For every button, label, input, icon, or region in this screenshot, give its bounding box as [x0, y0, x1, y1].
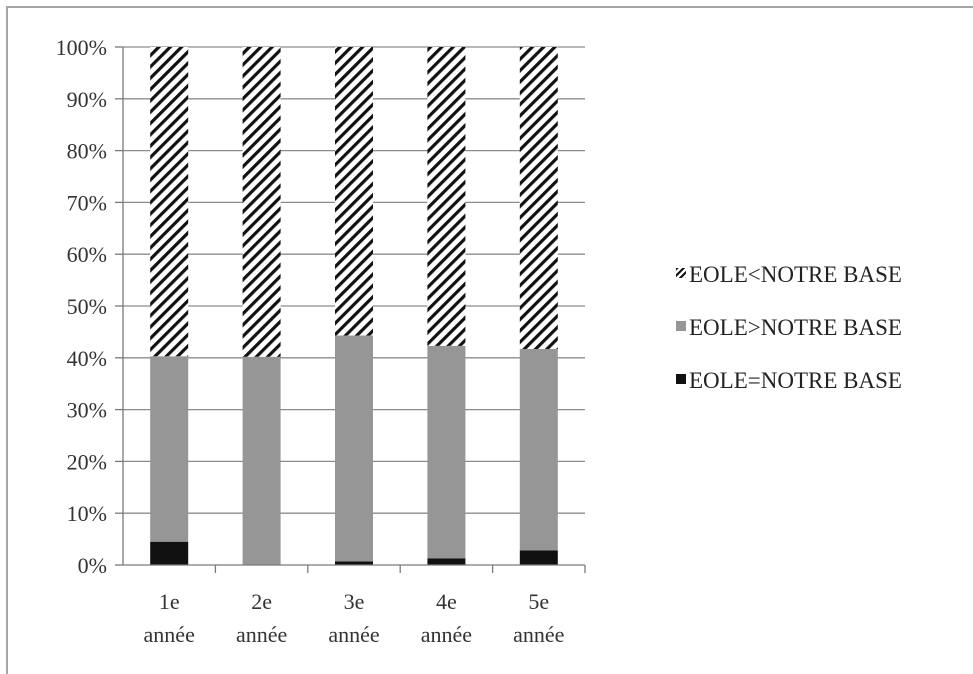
bar-segment-eole-notre-base — [150, 356, 189, 542]
bar-segment-eole-notre-base — [427, 47, 466, 346]
y-tick-label: 70% — [67, 190, 107, 215]
y-tick-label: 10% — [67, 501, 107, 526]
x-tick-label: 2e année — [236, 589, 287, 647]
bar-segment-eole-notre-base — [519, 550, 558, 565]
y-tick-label: 0% — [78, 553, 107, 578]
y-tick-label: 50% — [67, 294, 107, 319]
bar-segment-eole-notre-base — [335, 561, 373, 565]
legend-label: EOLE=NOTRE BASE — [689, 368, 902, 393]
legend-swatch — [676, 374, 686, 384]
tick-labels: 0% 10% 20% 30% 40% 50% 60% 70% 80% 90% 100% 1e année… — [56, 35, 565, 647]
bar-segment-eole-notre-base — [150, 47, 189, 357]
legend-swatch — [676, 321, 686, 331]
y-tick-label: 30% — [67, 398, 107, 423]
bar-segment-eole-notre-base — [335, 47, 373, 336]
bars — [150, 47, 558, 565]
bar-segment-eole-notre-base — [427, 558, 466, 565]
x-tick-label: 5e année — [513, 589, 564, 647]
bar-segment-eole-notre-base — [242, 47, 281, 357]
y-tick-label: 90% — [67, 87, 107, 112]
x-tick-label: 1e année — [144, 589, 195, 647]
legend-label: EOLE>NOTRE BASE — [689, 315, 902, 340]
legend-swatch — [676, 268, 686, 278]
x-tick-label: 3e année — [328, 589, 379, 647]
bar-segment-eole-notre-base — [519, 47, 558, 349]
bar-segment-eole-notre-base — [427, 345, 466, 559]
legend-label: EOLE<NOTRE BASE — [689, 262, 902, 287]
bar-segment-eole-notre-base — [335, 335, 373, 562]
y-tick-label: 40% — [67, 346, 107, 371]
x-tick-label: 4e année — [421, 589, 472, 647]
y-tick-label: 60% — [67, 242, 107, 267]
bar-segment-eole-notre-base — [150, 541, 189, 565]
axes — [115, 46, 586, 573]
bar-segment-eole-notre-base — [519, 348, 558, 551]
y-tick-label: 20% — [67, 449, 107, 474]
y-tick-label: 80% — [67, 139, 107, 164]
bar-segment-eole-notre-base — [242, 356, 281, 565]
y-tick-label: 100% — [56, 35, 107, 60]
